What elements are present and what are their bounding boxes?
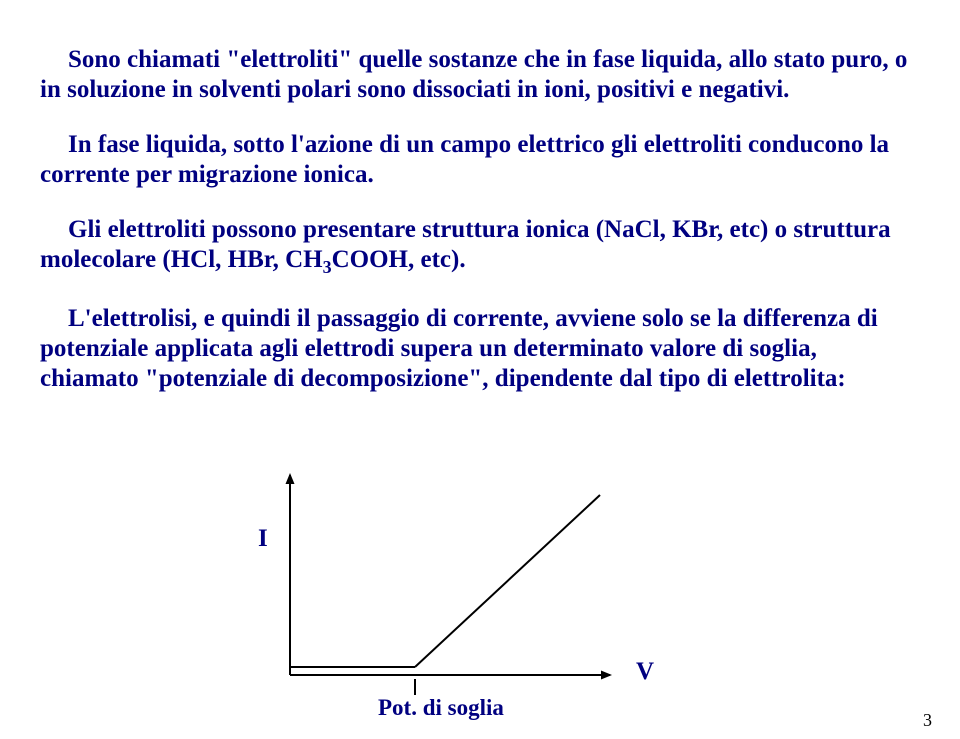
- paragraph-3: Gli elettroliti possono presentare strut…: [40, 215, 920, 279]
- paragraph-1: Sono chiamati "elettroliti" quelle sosta…: [40, 45, 920, 105]
- paragraph-2: In fase liquida, sotto l'azione di un ca…: [40, 130, 920, 190]
- text-content: Sono chiamati "elettroliti" quelle sosta…: [0, 0, 960, 394]
- chart-y-label: I: [258, 525, 268, 553]
- chart-svg: [230, 465, 650, 705]
- chart-caption: Pot. di soglia: [378, 695, 504, 721]
- paragraph-3b: COOH, etc).: [332, 246, 466, 273]
- page-number: 3: [923, 710, 932, 731]
- threshold-chart: I V Pot. di soglia: [230, 465, 650, 705]
- chart-x-label: V: [636, 658, 654, 686]
- paragraph-4: L'elettrolisi, e quindi il passaggio di …: [40, 304, 920, 394]
- paragraph-3-sub: 3: [323, 257, 332, 277]
